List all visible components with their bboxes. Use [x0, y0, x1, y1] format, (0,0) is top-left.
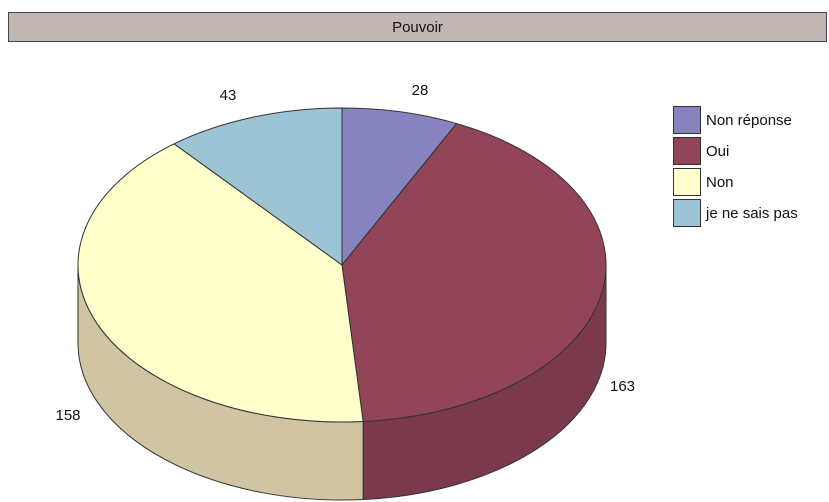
legend-label-0: Non réponse [706, 111, 792, 129]
pie-slice-1 [341, 122, 607, 423]
pie-slice-3 [173, 107, 343, 266]
data-label-1: 163 [610, 378, 635, 395]
legend-item-1: Oui [673, 137, 729, 165]
legend-item-0: Non réponse [673, 106, 792, 134]
legend-label-2: Non [706, 173, 734, 191]
pie-slice-2 [77, 143, 364, 423]
data-label-3: 43 [220, 87, 237, 104]
legend-swatch-2 [673, 168, 701, 196]
data-label-2: 158 [55, 407, 80, 424]
chart-title: Pouvoir [8, 12, 827, 42]
legend-label-1: Oui [706, 142, 730, 160]
data-label-0: 28 [412, 82, 429, 99]
legend-item-3: je ne sais pas [673, 199, 798, 227]
legend-swatch-0 [673, 106, 701, 134]
legend-swatch-3 [673, 199, 701, 227]
legend-swatch-1 [673, 137, 701, 165]
legend-item-2: Non [673, 168, 734, 196]
pie-slice-0 [341, 107, 458, 267]
legend-label-3: je ne sais pas [706, 204, 798, 222]
